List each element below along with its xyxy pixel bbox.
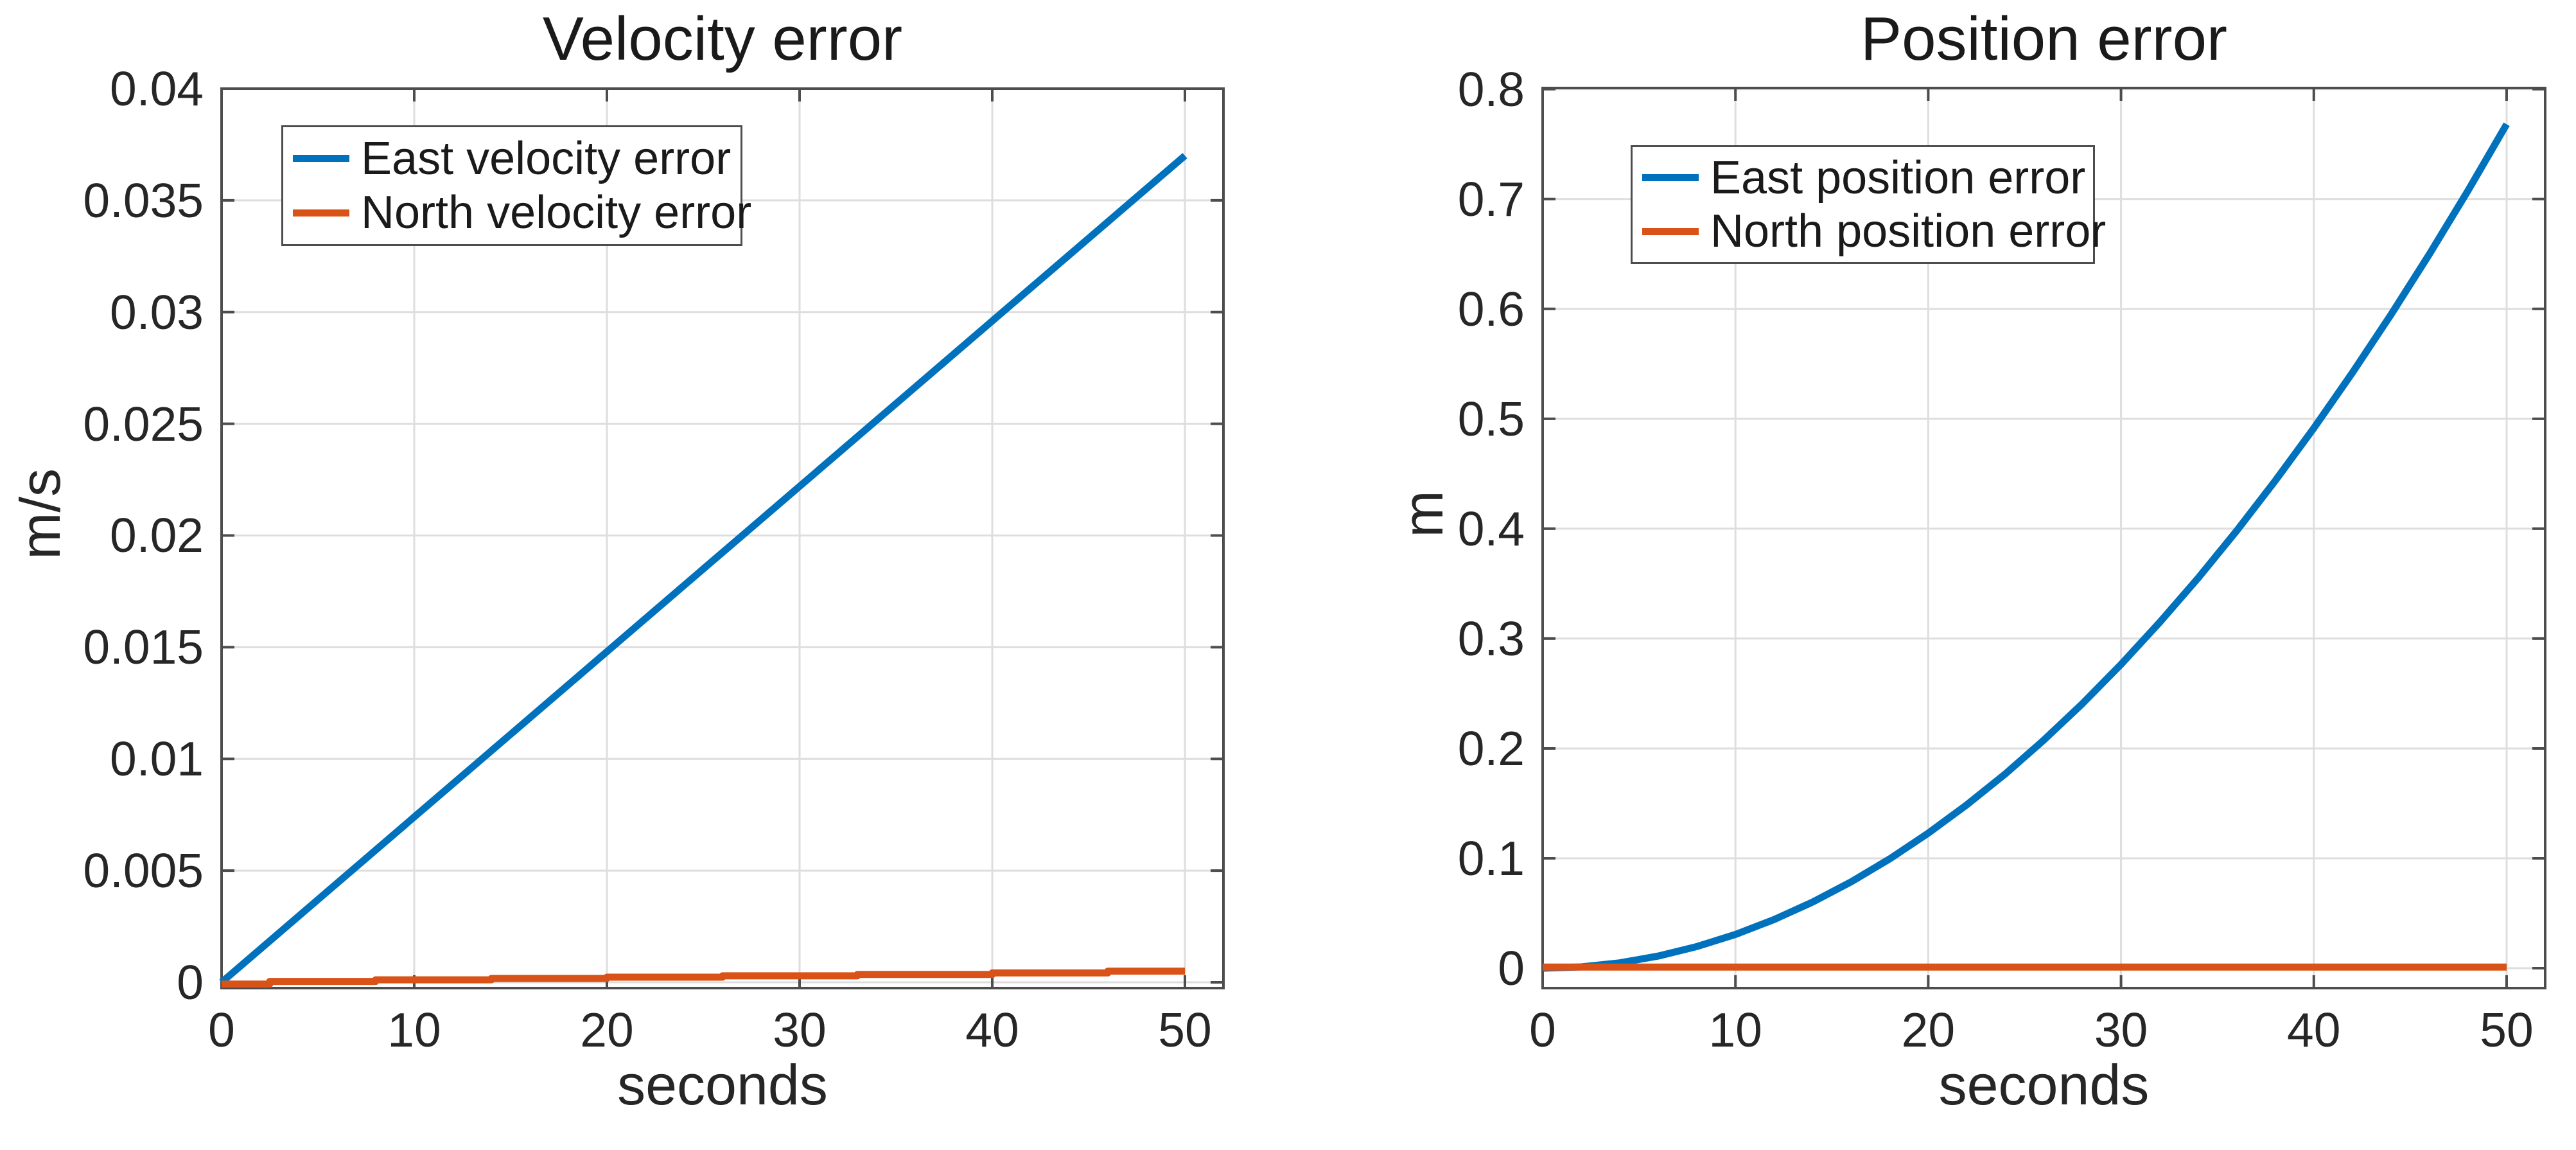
y-tick-label: 0.6 <box>1457 281 1525 336</box>
chart-title-velocity: Velocity error <box>542 4 903 73</box>
east-velocity-line-swatch <box>293 155 349 163</box>
legend-label: North position error <box>1710 206 2107 258</box>
x-axis-label-position: seconds <box>1938 1053 2150 1117</box>
y-tick-label: 0.7 <box>1457 172 1525 226</box>
y-tick-label: 0.025 <box>83 396 204 451</box>
legend-label: East position error <box>1710 152 2086 204</box>
x-tick-label: 40 <box>2287 1003 2341 1057</box>
x-tick-label: 0 <box>208 1003 235 1057</box>
east-position-error-line <box>1542 122 2510 972</box>
x-tick-label: 20 <box>1901 1003 1956 1057</box>
x-tick-label: 50 <box>1158 1003 1212 1057</box>
y-tick-label: 0.04 <box>110 62 204 116</box>
legend-label: East velocity error <box>361 132 732 184</box>
y-tick-label: 0.005 <box>83 844 204 898</box>
x-tick-label: 30 <box>2094 1003 2148 1057</box>
x-tick-label: 50 <box>2480 1003 2534 1057</box>
y-tick-label: 0.3 <box>1457 611 1525 666</box>
y-tick-label: 0.8 <box>1457 62 1525 116</box>
y-tick-label: 0.5 <box>1457 391 1525 446</box>
y-tick-label: 0.035 <box>83 173 204 227</box>
x-tick-label: 30 <box>773 1003 827 1057</box>
chart-title-position: Position error <box>1861 4 2227 73</box>
x-tick-label: 20 <box>580 1003 634 1057</box>
axis-border <box>220 87 1225 989</box>
y-tick-label: 0.02 <box>110 508 204 563</box>
x-tick-label: 0 <box>1529 1003 1556 1057</box>
y-tick-label: 0 <box>177 955 204 1009</box>
y-tick-label: 0.4 <box>1457 501 1525 556</box>
east-position-line-swatch <box>1642 174 1699 182</box>
y-tick-label: 0.03 <box>110 285 204 339</box>
legend-row: East position error <box>1633 155 2093 201</box>
legend-row: North position error <box>1633 208 2106 254</box>
x-tick-label: 10 <box>1708 1003 1762 1057</box>
y-tick-label: 0.01 <box>110 732 204 786</box>
north-position-line-swatch <box>1642 227 1699 235</box>
y-tick-label: 0.2 <box>1457 721 1525 775</box>
y-tick-label: 0.015 <box>83 620 204 675</box>
east-velocity-error-line <box>219 153 1187 986</box>
y-tick-label: 0.1 <box>1457 831 1525 885</box>
x-tick-label: 10 <box>387 1003 441 1057</box>
north-velocity-line-swatch <box>293 209 349 217</box>
legend-row: North velocity error <box>283 190 751 236</box>
x-tick-label: 40 <box>965 1003 1019 1057</box>
axis-border <box>1541 87 2546 989</box>
legend-row: East velocity error <box>283 136 740 182</box>
legend-label: North velocity error <box>361 187 752 239</box>
legend-position: East position error North position error <box>1631 145 2106 264</box>
y-tick-label: 0 <box>1498 941 1525 996</box>
north-velocity-error-line <box>222 968 1185 988</box>
legend-velocity: East velocity error North velocity error <box>281 125 751 246</box>
x-axis-label-velocity: seconds <box>617 1053 828 1117</box>
